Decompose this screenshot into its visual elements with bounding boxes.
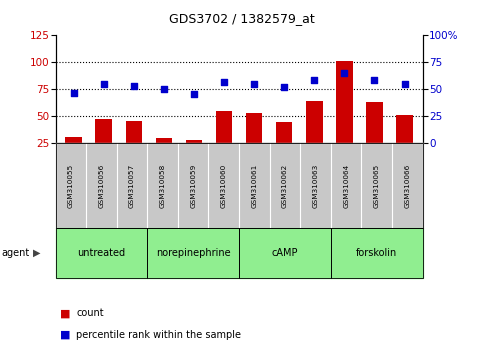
Text: ■: ■ xyxy=(60,308,71,318)
Text: cAMP: cAMP xyxy=(272,248,298,258)
Text: norepinephrine: norepinephrine xyxy=(156,248,230,258)
Text: GSM310057: GSM310057 xyxy=(129,164,135,208)
Bar xyxy=(306,101,323,170)
Text: GSM310056: GSM310056 xyxy=(99,164,104,208)
Text: GSM310060: GSM310060 xyxy=(221,164,227,208)
Text: untreated: untreated xyxy=(77,248,126,258)
Text: agent: agent xyxy=(1,248,29,258)
Point xyxy=(130,83,138,89)
Text: ■: ■ xyxy=(60,330,71,339)
Point xyxy=(190,91,198,97)
Text: GSM310062: GSM310062 xyxy=(282,164,288,208)
Text: GSM310058: GSM310058 xyxy=(159,164,166,208)
Point xyxy=(280,84,288,90)
Text: GSM310066: GSM310066 xyxy=(404,164,411,208)
Text: GSM310064: GSM310064 xyxy=(343,164,349,208)
Text: forskolin: forskolin xyxy=(356,248,398,258)
Text: percentile rank within the sample: percentile rank within the sample xyxy=(76,330,242,339)
Bar xyxy=(185,140,202,170)
Text: ▶: ▶ xyxy=(33,248,41,258)
Text: GSM310055: GSM310055 xyxy=(68,164,74,208)
Bar xyxy=(396,115,413,170)
Point xyxy=(401,81,409,87)
Bar xyxy=(336,61,353,170)
Bar xyxy=(246,113,262,170)
Text: GSM310059: GSM310059 xyxy=(190,164,196,208)
Text: count: count xyxy=(76,308,104,318)
Text: GSM310065: GSM310065 xyxy=(374,164,380,208)
Text: GDS3702 / 1382579_at: GDS3702 / 1382579_at xyxy=(169,12,314,25)
Point xyxy=(341,70,348,76)
Point xyxy=(220,79,228,85)
Point xyxy=(160,86,168,92)
Point xyxy=(70,90,77,96)
Bar xyxy=(96,119,112,170)
Point xyxy=(370,77,378,82)
Bar xyxy=(276,122,293,170)
Bar xyxy=(126,121,142,170)
Text: GSM310061: GSM310061 xyxy=(251,164,257,208)
Bar xyxy=(156,138,172,170)
Bar xyxy=(216,111,232,170)
Point xyxy=(100,81,108,87)
Point xyxy=(250,81,258,87)
Bar xyxy=(65,137,82,170)
Point xyxy=(311,77,318,82)
Bar xyxy=(366,102,383,170)
Text: GSM310063: GSM310063 xyxy=(313,164,319,208)
